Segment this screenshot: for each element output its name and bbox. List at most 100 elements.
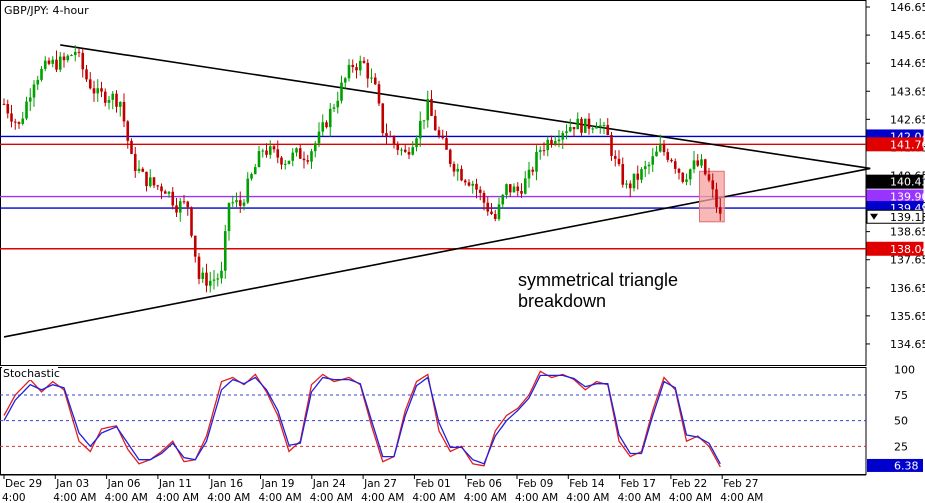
candle-body — [85, 69, 88, 80]
candle-body — [36, 79, 40, 85]
time-tick-label: 4:00 AM — [720, 492, 763, 503]
candle-body — [250, 174, 253, 179]
candle-body — [403, 149, 407, 152]
candle-body — [381, 103, 385, 134]
candle-body — [298, 148, 302, 159]
candle-body — [2, 103, 6, 105]
candle-body — [313, 143, 317, 152]
candle-body — [163, 191, 167, 194]
candle-body — [467, 182, 471, 186]
candle-body — [257, 151, 261, 168]
candle-body — [497, 204, 501, 220]
price-tick-label: 135.65 — [890, 310, 925, 323]
price-tick-label: 134.65 — [890, 338, 925, 351]
candle-body — [280, 157, 283, 165]
candle-body — [167, 191, 171, 194]
candle-body — [411, 147, 415, 155]
candle-body — [10, 113, 13, 122]
candle-body — [602, 125, 606, 127]
candle-body — [118, 101, 122, 107]
candle-body — [482, 192, 486, 203]
candle-body — [21, 118, 25, 124]
candle-body — [538, 150, 542, 152]
candle-body — [583, 118, 587, 133]
stochastic-d-line — [3, 374, 721, 465]
candle-body — [332, 107, 336, 109]
candle-body — [208, 280, 212, 286]
time-tick-label: 4:00 AM — [412, 492, 455, 503]
price-tick-label: 138.65 — [890, 226, 925, 239]
candle-body — [343, 78, 347, 83]
candle-body — [707, 174, 711, 181]
candle-body — [141, 168, 145, 172]
candle-body — [182, 201, 186, 203]
stochastic-panel: 100 75 50 25 6.38 — [0, 363, 923, 475]
candle-body — [328, 108, 332, 128]
candle-body — [103, 91, 107, 103]
stochastic-current-tag — [867, 458, 923, 472]
stochastic-current-label: 6.38 — [894, 459, 919, 472]
candle-body — [520, 190, 523, 194]
candle-body — [433, 115, 437, 131]
candle-body — [340, 82, 343, 101]
candle-body — [92, 88, 96, 94]
candle-body — [392, 136, 396, 144]
time-tick-label: 4:00 AM — [515, 492, 558, 503]
candle-body — [43, 60, 47, 69]
candle-body — [703, 159, 707, 175]
candle-body — [205, 272, 208, 286]
candle-body — [152, 177, 156, 186]
candle-body — [490, 211, 493, 214]
candle-body — [126, 121, 130, 141]
candle-body — [73, 51, 77, 56]
candle-body — [621, 164, 625, 185]
candle-body — [486, 202, 490, 212]
candle-body — [351, 64, 355, 68]
candle-body — [617, 158, 621, 165]
date-tick-label: Jan 24 — [312, 478, 346, 490]
candle-body — [6, 104, 10, 114]
candle-body — [231, 202, 235, 204]
candle-body — [696, 160, 700, 166]
price-tick-label: 145.65 — [890, 29, 925, 42]
candle-body — [542, 150, 546, 152]
candle-body — [700, 159, 703, 166]
price-panel: 146.65145.65144.65143.65142.65141.65140.… — [0, 0, 925, 366]
candle-body — [415, 138, 418, 148]
lower-trendline — [3, 167, 871, 338]
candle-body — [13, 121, 17, 123]
candle-body — [40, 68, 43, 80]
candle-body — [595, 127, 598, 129]
candle-body — [576, 118, 580, 130]
candle-body — [373, 77, 377, 85]
candle-body — [145, 171, 148, 187]
candle-body — [261, 150, 265, 152]
candle-body — [62, 56, 66, 61]
candle-body — [321, 122, 325, 132]
candle-body — [445, 138, 448, 150]
candle-body — [591, 128, 595, 130]
candle-body — [475, 183, 478, 190]
date-tick-label: Feb 01 — [415, 478, 450, 490]
candle-body — [512, 186, 516, 193]
candle-body — [625, 183, 628, 185]
candle-body — [527, 169, 531, 179]
price-tick-label: 142.65 — [890, 113, 925, 126]
stochastic-title-bg — [2, 366, 58, 380]
candle-body — [370, 77, 373, 79]
date-tick-label: Jan 27 — [363, 478, 397, 490]
price-tick-label: 137.65 — [890, 254, 925, 267]
candle-body — [238, 200, 242, 206]
candle-body — [175, 205, 178, 213]
candle-body — [317, 131, 321, 144]
candle-body — [531, 169, 535, 172]
candle-body — [216, 278, 220, 280]
candle-body — [407, 151, 411, 155]
date-tick-label: Feb 27 — [723, 478, 758, 490]
date-tick-label: Feb 14 — [569, 478, 605, 490]
stochastic-tick-label: 25 — [894, 440, 908, 453]
candle-body — [197, 256, 201, 279]
date-tick-label: Feb 17 — [621, 478, 656, 490]
chart-title-bg — [2, 2, 90, 17]
